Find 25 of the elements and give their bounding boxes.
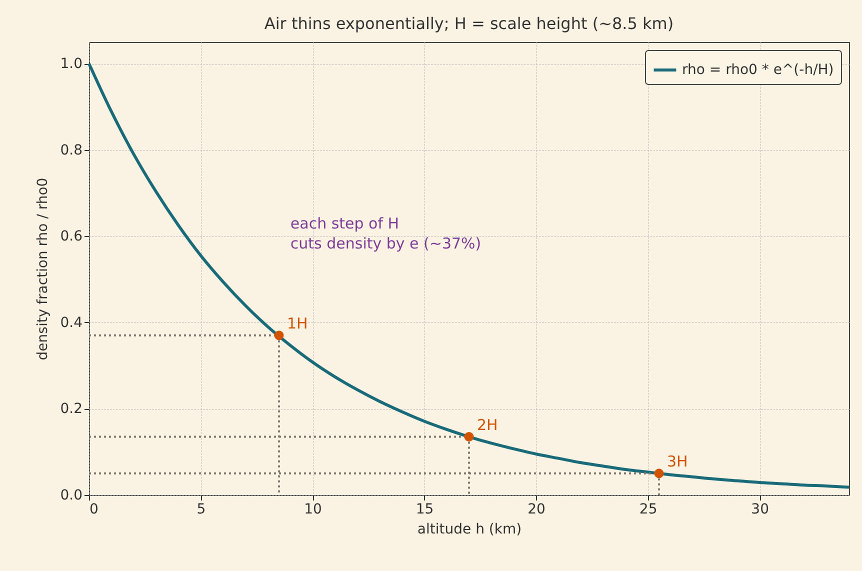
x-tick-label: 30 <box>751 502 769 518</box>
y-tick-label: 1.0 <box>60 56 82 72</box>
chart-title: Air thins exponentially; H = scale height (~8.5 km) <box>264 14 674 33</box>
y-tick-label: 0.0 <box>60 488 82 504</box>
y-axis-title: density fraction rho / rho0 <box>35 178 52 360</box>
annotation: each step of H cuts density by e (~37%) <box>290 214 482 252</box>
legend-label: rho = rho0 * e^(-h/H) <box>682 62 834 78</box>
point <box>274 330 284 340</box>
y-tick-label: 0.2 <box>60 401 82 418</box>
point <box>464 432 474 442</box>
annotation: 1H <box>287 314 308 332</box>
y-tick-label: 0.6 <box>60 228 83 245</box>
annotation: 2H <box>477 416 498 434</box>
x-tick-label: 5 <box>196 502 206 518</box>
annotation: 3H <box>667 452 688 470</box>
point <box>654 468 664 478</box>
x-tick-label: 20 <box>528 502 546 518</box>
y-tick-label: 0.4 <box>60 314 83 331</box>
x-tick-label: 15 <box>416 502 434 518</box>
line-series <box>88 62 850 489</box>
x-tick-label: 0 <box>90 502 98 518</box>
x-tick-label: 25 <box>639 502 658 518</box>
y-tick-label: 0.8 <box>60 142 82 158</box>
x-tick-label: 10 <box>304 502 322 518</box>
x-axis-title: altitude h (km) <box>417 522 522 538</box>
